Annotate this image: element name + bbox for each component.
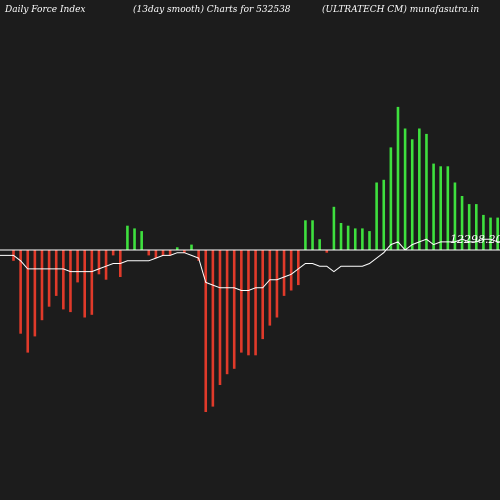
bar — [318, 239, 321, 250]
bar — [368, 231, 371, 250]
bar — [69, 250, 72, 313]
bar — [54, 250, 58, 296]
bar — [339, 223, 343, 250]
bar — [275, 250, 279, 318]
bar — [218, 250, 222, 385]
bar — [140, 231, 143, 250]
bar — [432, 163, 435, 250]
bar — [353, 228, 357, 250]
bar — [111, 250, 115, 256]
bar — [247, 250, 250, 356]
smooth-line — [0, 238, 500, 291]
bar — [197, 250, 200, 261]
bar — [289, 250, 293, 291]
bar — [496, 217, 499, 250]
bar — [33, 250, 37, 337]
bar — [254, 250, 257, 356]
bars-group — [12, 106, 499, 412]
bar — [147, 250, 151, 256]
last-value-label: 12298.20 — [450, 233, 500, 246]
bar — [40, 250, 44, 321]
bar — [382, 179, 386, 250]
bar — [361, 228, 364, 250]
bar — [232, 250, 236, 369]
bar — [425, 133, 428, 250]
bar — [261, 250, 264, 340]
bar — [168, 250, 172, 256]
bar — [83, 250, 86, 318]
bar — [204, 250, 208, 412]
bar — [90, 250, 94, 315]
bar — [453, 182, 457, 250]
bar — [332, 206, 336, 250]
header-left-title: Daily Force Index — [5, 5, 86, 15]
bar — [126, 225, 129, 250]
bar — [268, 250, 272, 326]
bar — [282, 250, 286, 296]
bar — [311, 220, 314, 250]
bar — [446, 166, 450, 250]
bar — [190, 244, 193, 250]
bar — [489, 217, 492, 250]
bar — [183, 250, 186, 253]
bar — [389, 147, 393, 250]
bar — [304, 220, 307, 250]
header-right-title: (ULTRATECH CM) munafasutra.in — [322, 5, 480, 15]
bar — [97, 250, 101, 275]
bar — [76, 250, 79, 283]
bar — [47, 250, 51, 307]
bar — [62, 250, 65, 310]
bar — [175, 247, 179, 250]
bar — [475, 204, 478, 250]
bar — [211, 250, 215, 407]
bar — [467, 204, 471, 250]
header-center-title: (13day smooth) Charts for 532538 — [133, 5, 291, 15]
bar — [418, 128, 421, 250]
bar — [460, 196, 464, 250]
bar — [410, 139, 414, 250]
bar — [346, 225, 350, 250]
bar — [133, 228, 136, 250]
bar — [297, 250, 300, 286]
bar — [161, 250, 165, 256]
bar — [154, 250, 158, 259]
bar — [375, 182, 378, 250]
bar — [403, 128, 407, 250]
bar — [482, 214, 485, 250]
bar — [19, 250, 22, 334]
bar — [396, 106, 400, 251]
bar — [26, 250, 30, 353]
bar — [439, 166, 442, 250]
bar — [225, 250, 229, 375]
bar — [240, 250, 243, 353]
bar — [104, 250, 108, 280]
bar — [325, 250, 329, 253]
